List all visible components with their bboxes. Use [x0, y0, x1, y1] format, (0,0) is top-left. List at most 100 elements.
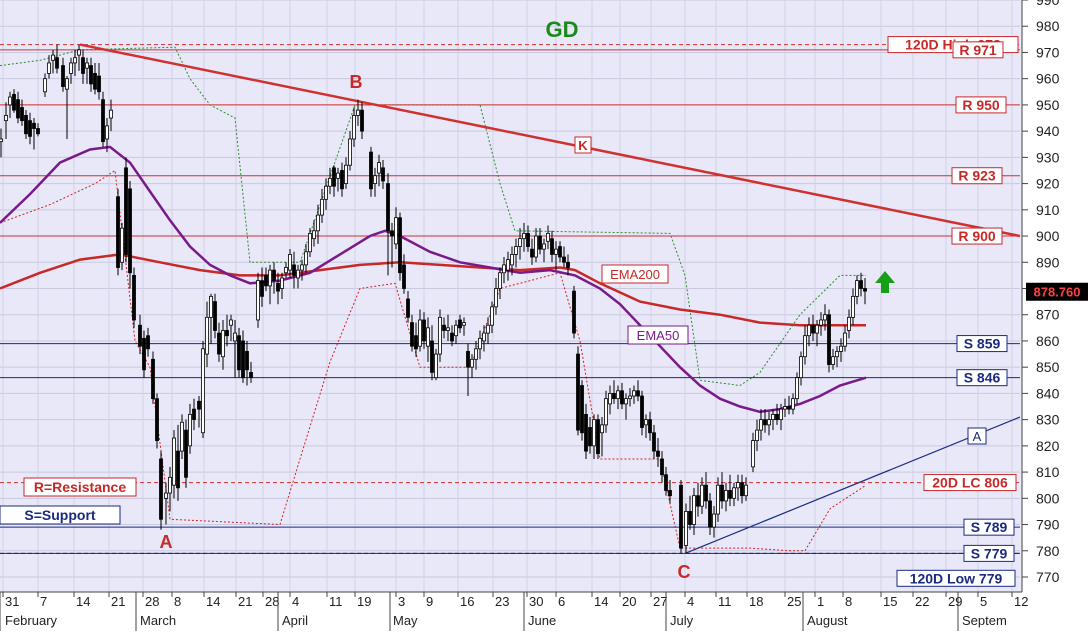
x-day-label: 25 — [787, 594, 801, 609]
x-day-label: 8 — [845, 594, 852, 609]
x-day-label: 12 — [1014, 594, 1028, 609]
candle-body — [855, 280, 859, 297]
y-tick-label: 770 — [1036, 569, 1060, 585]
level-label-box — [952, 41, 1004, 59]
candle-body — [272, 269, 276, 282]
candle-body — [751, 440, 755, 468]
candle-body — [184, 429, 188, 478]
candle-body — [264, 274, 268, 287]
x-day-label: 22 — [915, 594, 929, 609]
y-tick-label: 860 — [1036, 333, 1060, 349]
x-day-label: 21 — [238, 594, 252, 609]
trendline-k — [79, 43, 1021, 238]
candle-body — [280, 277, 284, 289]
candle-body — [648, 419, 652, 434]
candle-body — [146, 335, 150, 350]
x-day-label: 7 — [40, 594, 47, 609]
plot-background — [0, 0, 1022, 611]
candle-body — [716, 484, 720, 515]
up-arrow-icon — [875, 271, 895, 293]
candle-body — [795, 377, 799, 400]
candle-body — [494, 288, 498, 308]
candle-body — [284, 267, 288, 274]
candle-body — [249, 372, 253, 379]
candle-body — [835, 351, 839, 358]
candle-body — [744, 484, 748, 497]
candle-body — [237, 335, 241, 371]
candle-body — [859, 280, 863, 289]
candle-body — [188, 413, 192, 447]
candle-body — [328, 177, 332, 187]
candle-body — [438, 316, 442, 355]
candle-body — [839, 345, 843, 352]
candle-body — [221, 330, 225, 358]
x-day-label: 27 — [653, 594, 667, 609]
candle-body — [624, 398, 628, 405]
candle-body — [348, 138, 352, 166]
candle-body — [93, 73, 97, 90]
candle-body — [442, 324, 446, 331]
stop-bands — [0, 46, 867, 552]
x-day-label: 15 — [883, 594, 897, 609]
candle-body — [759, 419, 763, 431]
candle-body — [572, 290, 576, 334]
candle-body — [28, 120, 32, 137]
y-axis: 7707807908008108208308408508608708808909… — [1021, 0, 1088, 592]
candle-body — [241, 340, 245, 379]
candle-body — [612, 393, 616, 400]
candle-body — [69, 62, 73, 74]
ema-label-box — [627, 325, 689, 345]
candle-body — [502, 264, 506, 274]
candle-body — [105, 125, 109, 140]
candle-body — [352, 114, 356, 140]
point-label-a: A — [160, 532, 173, 552]
x-day-label: 14 — [76, 594, 90, 609]
candle-body — [771, 413, 775, 421]
candle-body — [276, 282, 280, 292]
candle-body — [474, 348, 478, 360]
candle-body — [132, 274, 136, 321]
resistance-legend-box — [23, 477, 137, 497]
candle-body — [518, 238, 522, 247]
candle-body — [596, 419, 600, 455]
candle-body — [324, 185, 328, 200]
candle-body — [394, 217, 398, 245]
candle-body — [787, 406, 791, 410]
y-tick-label: 950 — [1036, 97, 1060, 113]
candle-body — [851, 295, 855, 318]
candle-body — [847, 316, 851, 331]
candle-body — [458, 319, 462, 329]
support-legend-box — [0, 505, 121, 525]
candle-body — [344, 164, 348, 184]
candle-body — [636, 390, 640, 397]
candle-body — [720, 484, 724, 502]
candle-body — [446, 327, 450, 331]
candle-body — [43, 78, 47, 93]
candle-body — [600, 424, 604, 434]
candle-body — [225, 330, 229, 337]
candle-body — [530, 248, 534, 258]
candle-body — [296, 269, 300, 279]
candle-body — [4, 114, 8, 122]
candle-body — [783, 406, 787, 410]
candle-body — [65, 78, 69, 90]
candle-body — [229, 319, 233, 326]
candle-body — [164, 492, 168, 499]
candle-body — [381, 167, 385, 182]
candle-body — [660, 458, 664, 476]
candle-body — [470, 358, 474, 368]
candle-body — [608, 393, 612, 405]
candle-body — [288, 254, 292, 271]
x-month-label: May — [393, 613, 418, 628]
candle-body — [823, 314, 827, 321]
y-tick-label: 790 — [1036, 517, 1060, 533]
candle-body — [51, 54, 55, 61]
candle-body — [811, 324, 815, 334]
candle-body — [819, 319, 823, 326]
candle-body — [192, 408, 196, 421]
candle-body — [506, 259, 510, 271]
candle-body — [8, 96, 12, 106]
level-label: R 971 — [959, 42, 997, 58]
x-day-label: 6 — [558, 594, 565, 609]
